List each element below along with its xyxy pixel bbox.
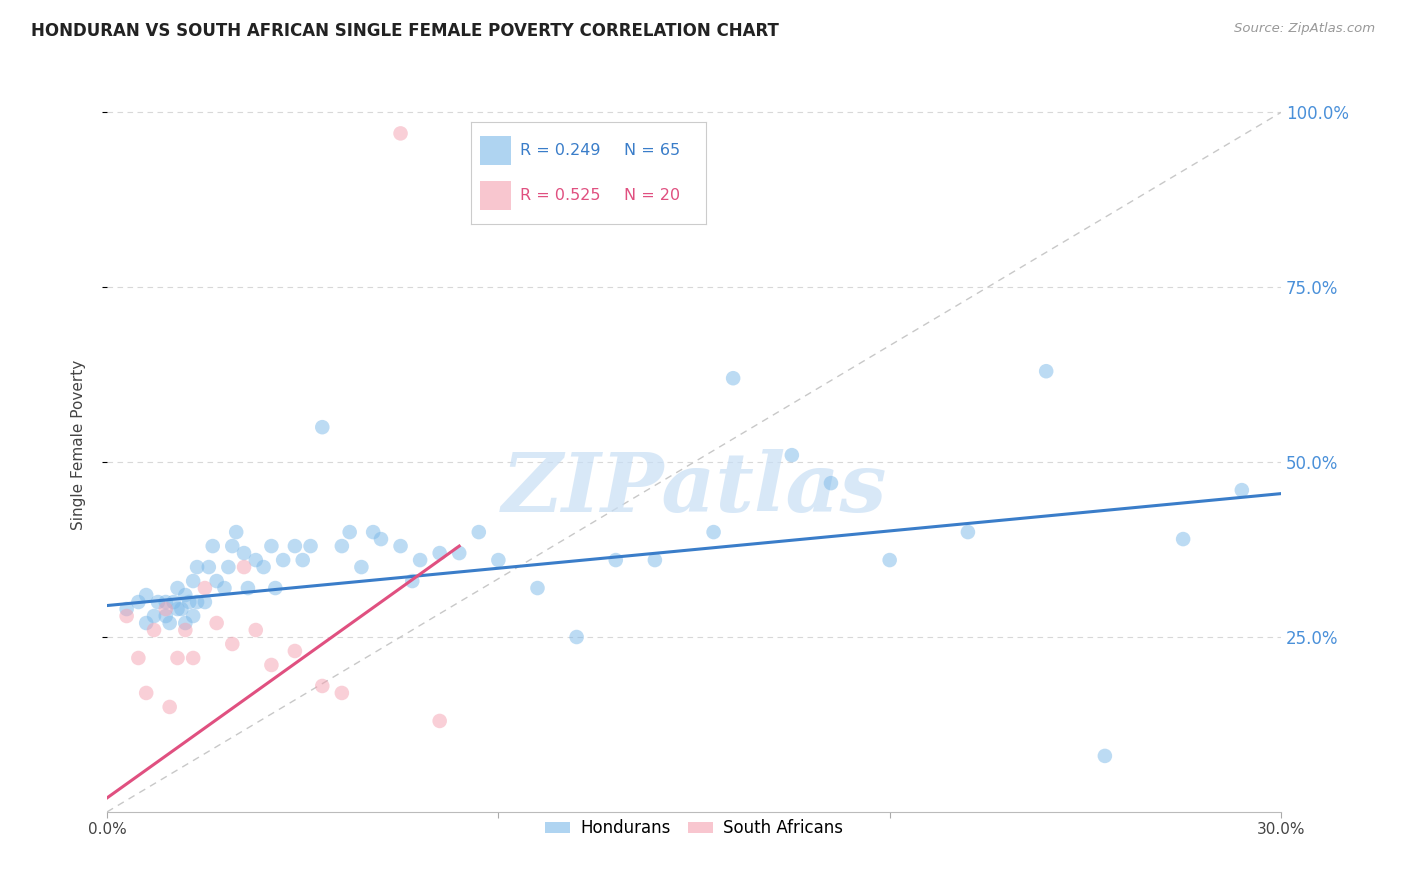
Point	[155, 595, 177, 609]
Point	[198, 560, 221, 574]
Point	[159, 615, 181, 630]
Point	[409, 553, 432, 567]
Point	[1094, 748, 1116, 763]
Point	[429, 546, 451, 560]
Point	[205, 615, 228, 630]
Point	[233, 546, 256, 560]
Point	[879, 553, 901, 567]
Point	[214, 581, 236, 595]
Point	[194, 581, 217, 595]
Point	[166, 581, 188, 595]
Point	[159, 700, 181, 714]
Point	[284, 644, 307, 658]
Point	[127, 595, 149, 609]
Point	[225, 525, 247, 540]
Point	[174, 623, 197, 637]
Point	[389, 127, 412, 141]
Point	[174, 588, 197, 602]
Point	[311, 420, 333, 434]
Point	[291, 553, 314, 567]
Point	[174, 615, 197, 630]
Point	[339, 525, 361, 540]
Point	[245, 623, 267, 637]
Point	[143, 623, 166, 637]
Point	[170, 602, 193, 616]
Point	[1035, 364, 1057, 378]
Point	[155, 609, 177, 624]
Point	[127, 651, 149, 665]
Point	[233, 560, 256, 574]
Point	[252, 560, 274, 574]
Point	[236, 581, 259, 595]
Point	[245, 553, 267, 567]
Point	[526, 581, 548, 595]
Point	[260, 539, 283, 553]
Point	[361, 525, 384, 540]
Point	[330, 686, 353, 700]
Point	[1230, 483, 1253, 497]
Point	[181, 609, 204, 624]
Point	[186, 595, 208, 609]
Point	[115, 609, 138, 624]
Point	[260, 658, 283, 673]
Point	[299, 539, 322, 553]
Point	[135, 686, 157, 700]
Point	[201, 539, 224, 553]
Point	[370, 532, 392, 546]
Text: Source: ZipAtlas.com: Source: ZipAtlas.com	[1234, 22, 1375, 36]
Y-axis label: Single Female Poverty: Single Female Poverty	[72, 359, 86, 530]
Point	[194, 595, 217, 609]
Point	[264, 581, 287, 595]
Point	[703, 525, 725, 540]
Point	[605, 553, 627, 567]
Point	[166, 651, 188, 665]
Point	[205, 574, 228, 588]
Point	[820, 476, 842, 491]
Point	[284, 539, 307, 553]
Text: HONDURAN VS SOUTH AFRICAN SINGLE FEMALE POVERTY CORRELATION CHART: HONDURAN VS SOUTH AFRICAN SINGLE FEMALE …	[31, 22, 779, 40]
Point	[186, 560, 208, 574]
Point	[181, 651, 204, 665]
Point	[155, 602, 177, 616]
Point	[721, 371, 744, 385]
Point	[135, 615, 157, 630]
Point	[1171, 532, 1194, 546]
Point	[565, 630, 588, 644]
Legend: Hondurans, South Africans: Hondurans, South Africans	[538, 813, 849, 844]
Point	[181, 574, 204, 588]
Point	[449, 546, 471, 560]
Point	[330, 539, 353, 553]
Point	[311, 679, 333, 693]
Point	[221, 637, 243, 651]
Point	[468, 525, 491, 540]
Point	[956, 525, 979, 540]
Point	[217, 560, 239, 574]
Point	[221, 539, 243, 553]
Point	[486, 553, 509, 567]
Point	[429, 714, 451, 728]
Point	[179, 595, 201, 609]
Point	[401, 574, 423, 588]
Point	[146, 595, 169, 609]
Point	[143, 609, 166, 624]
Point	[135, 588, 157, 602]
Point	[271, 553, 294, 567]
Point	[166, 602, 188, 616]
Point	[780, 448, 803, 462]
Text: ZIPatlas: ZIPatlas	[502, 449, 887, 529]
Point	[644, 553, 666, 567]
Point	[115, 602, 138, 616]
Point	[350, 560, 373, 574]
Point	[389, 539, 412, 553]
Point	[162, 595, 184, 609]
